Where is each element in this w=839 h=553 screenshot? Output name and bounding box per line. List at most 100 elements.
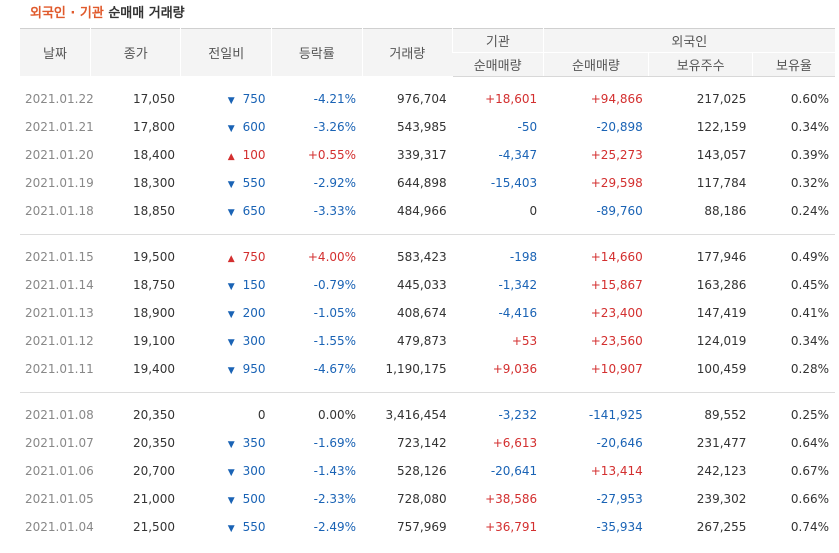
cell-change: ▼ 600 (181, 113, 272, 141)
cell-change-value: 550 (242, 176, 266, 190)
cell-change: ▼ 550 (181, 169, 272, 197)
cell-volume: 723,142 (396, 436, 447, 450)
group-divider (20, 391, 835, 393)
cell-change-value: 300 (242, 464, 266, 478)
cell-inst-net: +6,613 (492, 436, 538, 450)
table-row: 2021.01.20 18,400 ▲ 100 +0.55% 339,317 -4,347 +… (20, 141, 835, 169)
triangle-down-icon: ▼ (227, 366, 235, 376)
cell-rate: -4.21% (313, 92, 357, 106)
table-row: 2021.01.05 21,000 ▼ 500 -2.33% 728,080 +38,586… (20, 485, 835, 513)
cell-volume: 644,898 (396, 176, 447, 190)
cell-for-ratio: 0.39% (790, 148, 829, 162)
cell-close: 21,500 (132, 520, 175, 534)
cell-volume: 3,416,454 (385, 408, 447, 422)
cell-close: 21,000 (132, 492, 175, 506)
cell-for-hold: 147,419 (696, 306, 747, 320)
cell-rate: -2.92% (313, 176, 357, 190)
cell-for-hold: 89,552 (704, 408, 747, 422)
cell-for-hold: 239,302 (696, 492, 747, 506)
cell-close: 20,350 (132, 408, 175, 422)
cell-inst-net: -4,347 (498, 148, 538, 162)
cell-change: ▼ 950 (181, 355, 272, 383)
cell-rate: +4.00% (307, 250, 357, 264)
cell-change-value: 150 (242, 278, 266, 292)
table-row: 2021.01.15 19,500 ▲ 750 +4.00% 583,423 -198 +14… (20, 243, 835, 271)
cell-for-net: +29,598 (590, 176, 643, 190)
table-row: 2021.01.07 20,350 ▼ 350 -1.69% 723,142 +6,613 -… (20, 429, 835, 457)
header-institution: 기관 (452, 28, 544, 53)
header-volume: 거래량 (361, 28, 453, 77)
cell-change: ▼ 750 (181, 85, 272, 113)
cell-close: 17,800 (132, 120, 175, 134)
cell-for-net: -20,646 (596, 436, 643, 450)
cell-inst-net: -15,403 (490, 176, 538, 190)
cell-date: 2021.01.04 (25, 520, 94, 534)
cell-date: 2021.01.20 (25, 148, 94, 162)
cell-volume: 339,317 (396, 148, 447, 162)
cell-date: 2021.01.08 (25, 408, 94, 422)
cell-close: 18,400 (132, 148, 175, 162)
cell-rate: -1.69% (313, 436, 357, 450)
cell-change: ▼ 150 (181, 271, 272, 299)
cell-for-net: +15,867 (590, 278, 643, 292)
cell-volume: 479,873 (396, 334, 447, 348)
row-spacer (20, 77, 835, 86)
triangle-down-icon: ▼ (227, 180, 235, 190)
cell-inst-net: +53 (511, 334, 538, 348)
cell-volume: 1,190,175 (385, 362, 447, 376)
cell-change: ▼ 300 (181, 457, 272, 485)
cell-inst-net: +18,601 (485, 92, 538, 106)
cell-volume: 408,674 (396, 306, 447, 320)
cell-for-ratio: 0.66% (790, 492, 829, 506)
table-row: 2021.01.18 18,850 ▼ 650 -3.33% 484,966 0 -89,76… (20, 197, 835, 225)
header-change: 전일비 (180, 28, 272, 77)
row-spacer (20, 235, 835, 244)
cell-inst-net: +36,791 (485, 520, 538, 534)
cell-for-ratio: 0.45% (790, 278, 829, 292)
cell-volume: 528,126 (396, 464, 447, 478)
cell-change-value: 600 (242, 120, 266, 134)
cell-change-value: 350 (242, 436, 266, 450)
cell-for-ratio: 0.34% (790, 334, 829, 348)
table-row: 2021.01.11 19,400 ▼ 950 -4.67% 1,190,175 +9,03… (20, 355, 835, 383)
cell-change-value: 750 (242, 92, 266, 106)
cell-date: 2021.01.11 (25, 362, 94, 376)
triangle-down-icon: ▼ (227, 208, 235, 218)
cell-date: 2021.01.12 (25, 334, 94, 348)
cell-for-net: -35,934 (596, 520, 643, 534)
cell-inst-net: 0 (529, 204, 538, 218)
cell-inst-net: +38,586 (485, 492, 538, 506)
cell-change-value: 100 (242, 148, 266, 162)
cell-rate: -2.49% (313, 520, 357, 534)
cell-change-value: 0 (257, 408, 266, 422)
section-title-rest: 순매매 거래량 (108, 6, 185, 21)
triangle-down-icon: ▼ (227, 496, 235, 506)
cell-for-net: -89,760 (596, 204, 643, 218)
cell-for-ratio: 0.74% (790, 520, 829, 534)
cell-change-value: 550 (242, 520, 266, 534)
cell-for-ratio: 0.64% (790, 436, 829, 450)
cell-close: 18,300 (132, 176, 175, 190)
cell-date: 2021.01.18 (25, 204, 94, 218)
cell-for-net: +10,907 (590, 362, 643, 376)
cell-for-hold: 117,784 (696, 176, 747, 190)
cell-for-ratio: 0.24% (790, 204, 829, 218)
cell-close: 19,500 (132, 250, 175, 264)
row-spacer (20, 393, 835, 402)
cell-for-hold: 163,286 (696, 278, 747, 292)
triangle-up-icon: ▲ (227, 152, 235, 162)
cell-for-net: +23,400 (590, 306, 643, 320)
cell-inst-net: -4,416 (498, 306, 538, 320)
cell-inst-net: +9,036 (492, 362, 538, 376)
cell-close: 19,100 (132, 334, 175, 348)
cell-for-net: +25,273 (590, 148, 643, 162)
table-row: 2021.01.22 17,050 ▼ 750 -4.21% 976,704 +18,601… (20, 85, 835, 113)
cell-for-net: -27,953 (596, 492, 643, 506)
cell-change-value: 950 (242, 362, 266, 376)
table-row: 2021.01.08 20,350 0 0.00% 3,416,454 -3,232 -14… (20, 401, 835, 429)
cell-for-hold: 100,459 (696, 362, 747, 376)
cell-for-ratio: 0.67% (790, 464, 829, 478)
cell-for-ratio: 0.25% (790, 408, 829, 422)
header-rate: 등락률 (271, 28, 363, 77)
triangle-down-icon: ▼ (227, 96, 235, 106)
